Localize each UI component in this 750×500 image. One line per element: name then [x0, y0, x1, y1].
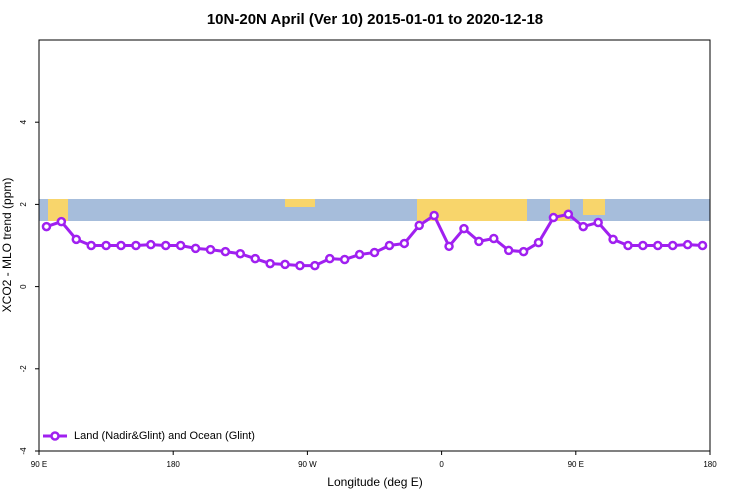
y-tick-label: 4	[19, 119, 28, 124]
x-axis-label: Longitude (deg E)	[327, 475, 422, 489]
point	[444, 241, 454, 252]
point	[71, 234, 82, 245]
point	[235, 248, 246, 259]
land	[583, 199, 605, 215]
x-tick-label: 180	[167, 460, 181, 469]
y-axis-label: XCO2 - MLO trend (ppm)	[0, 178, 14, 313]
point	[533, 237, 544, 248]
point	[339, 254, 350, 265]
point	[295, 260, 305, 271]
point	[474, 236, 484, 247]
point	[160, 240, 171, 251]
point	[86, 240, 96, 251]
x-tick-label: 0	[439, 460, 444, 469]
point	[638, 240, 648, 251]
point	[131, 240, 141, 251]
point	[653, 240, 663, 251]
point	[265, 258, 275, 269]
point	[250, 253, 260, 264]
point	[459, 223, 469, 234]
point	[116, 240, 126, 251]
map-band	[39, 199, 710, 221]
point	[667, 240, 678, 251]
point	[563, 209, 574, 220]
y-tick-label: -4	[19, 447, 28, 455]
series-line	[45, 212, 703, 268]
ocean	[39, 199, 710, 221]
point	[593, 217, 603, 228]
point	[325, 253, 335, 264]
x-tick-label: 180	[703, 460, 717, 469]
land	[285, 199, 315, 207]
point	[310, 260, 320, 271]
point	[175, 240, 186, 251]
point	[682, 239, 693, 250]
point	[41, 221, 52, 232]
point	[384, 240, 395, 251]
point	[399, 238, 410, 249]
point	[146, 239, 156, 250]
point	[608, 234, 618, 245]
point	[578, 221, 589, 232]
y-tick-label: -2	[19, 365, 28, 373]
x-tick-label: 90 E	[31, 460, 47, 469]
point	[414, 220, 424, 231]
legend-marker	[50, 431, 60, 441]
point	[354, 249, 365, 260]
point	[101, 240, 111, 251]
point	[220, 246, 231, 257]
plot-frame	[38, 39, 711, 452]
chart-title: 10N-20N April (Ver 10) 2015-01-01 to 202…	[207, 11, 543, 28]
point	[429, 210, 439, 221]
point	[623, 240, 633, 251]
legend-label: Land (Nadir&Glint) and Ocean (Glint)	[74, 430, 255, 442]
point	[489, 233, 499, 244]
point	[518, 246, 529, 257]
point	[205, 244, 216, 255]
land	[48, 199, 68, 221]
point	[56, 216, 67, 227]
land	[417, 199, 527, 221]
point	[190, 243, 201, 254]
point	[280, 259, 290, 270]
point	[503, 245, 514, 256]
y-tick-label: 0	[19, 284, 28, 289]
point	[697, 240, 708, 251]
point	[369, 247, 380, 258]
x-tick-label: 90 W	[298, 460, 317, 469]
x-tick-label: 90 E	[568, 460, 584, 469]
y-tick-label: 2	[19, 202, 28, 207]
point	[548, 212, 559, 223]
